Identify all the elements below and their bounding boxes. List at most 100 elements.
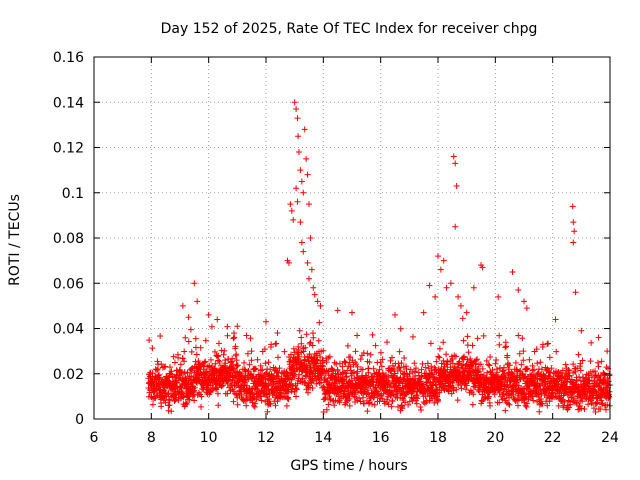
data-point (455, 293, 462, 300)
data-point (324, 377, 331, 384)
data-point (233, 357, 240, 364)
data-point (514, 402, 521, 409)
data-point (264, 408, 271, 415)
data-point (302, 344, 309, 351)
data-point (587, 395, 594, 402)
data-point (452, 160, 459, 167)
data-point (336, 360, 343, 367)
data-point (285, 375, 292, 382)
data-point (503, 343, 510, 350)
data-point (346, 402, 353, 409)
data-point (151, 388, 158, 395)
data-point (257, 367, 264, 374)
data-point (304, 389, 311, 396)
data-point (468, 361, 475, 368)
data-point (405, 401, 412, 408)
data-point (197, 344, 204, 351)
data-point (420, 309, 427, 316)
data-point (363, 374, 370, 381)
data-point (548, 365, 555, 372)
data-point (447, 383, 454, 390)
x-tick-label: 22 (544, 430, 562, 446)
data-point (459, 315, 466, 322)
data-point (290, 372, 297, 379)
data-point (230, 398, 237, 405)
data-point (294, 115, 301, 122)
data-point (287, 201, 294, 208)
data-point (443, 284, 450, 291)
data-point (241, 382, 248, 389)
data-point (347, 363, 354, 370)
data-point (220, 351, 227, 358)
y-tick-label: 0.08 (53, 231, 84, 247)
data-point (252, 400, 259, 407)
data-point (298, 340, 305, 347)
data-point (502, 344, 509, 351)
data-point (446, 382, 453, 389)
data-point (354, 332, 361, 339)
data-point (331, 402, 338, 409)
data-point (274, 398, 281, 405)
data-point (538, 390, 545, 397)
data-point (588, 339, 595, 346)
data-point (171, 359, 178, 366)
data-point (577, 367, 584, 374)
data-point (567, 401, 574, 408)
data-point (157, 332, 164, 339)
data-point (479, 365, 486, 372)
data-point (288, 207, 295, 214)
data-point (357, 356, 364, 363)
data-point (419, 360, 426, 367)
data-point (444, 358, 451, 365)
axis-tick-labels: 6 8 10 12 14 16 18 20 22 24 0 0.02 0.04 0.06 0.08 0.1 0.… (53, 50, 619, 446)
data-point (524, 400, 531, 407)
data-point (406, 370, 413, 377)
data-point (431, 399, 438, 406)
data-point (267, 400, 274, 407)
data-point (285, 396, 292, 403)
data-point (231, 334, 238, 341)
data-point (234, 401, 241, 408)
data-point (192, 335, 199, 342)
data-point (447, 364, 454, 371)
data-point (243, 332, 250, 339)
data-point (304, 364, 311, 371)
data-point (460, 337, 467, 344)
data-point (563, 384, 570, 391)
data-point (586, 377, 593, 384)
data-point (529, 367, 536, 374)
data-point (221, 347, 228, 354)
data-point (211, 348, 218, 355)
data-point (516, 350, 523, 357)
data-point (389, 398, 396, 405)
data-point (562, 361, 569, 368)
data-point (593, 400, 600, 407)
data-point (505, 366, 512, 373)
data-point (344, 342, 351, 349)
data-point (283, 402, 290, 409)
data-point (336, 399, 343, 406)
data-point (295, 149, 302, 156)
data-point (440, 257, 447, 264)
data-point (594, 399, 601, 406)
data-point (274, 368, 281, 375)
data-point (224, 332, 231, 339)
data-point (229, 361, 236, 368)
data-point (385, 373, 392, 380)
data-point (257, 392, 264, 399)
data-point (294, 198, 301, 205)
data-point (352, 348, 359, 355)
data-point (290, 345, 297, 352)
data-point (521, 298, 527, 305)
y-tick-label: 0.14 (53, 95, 84, 111)
data-point (368, 401, 375, 408)
data-point (262, 360, 269, 367)
data-point (606, 388, 613, 395)
data-point (248, 357, 255, 364)
data-point (436, 345, 443, 352)
data-point (447, 280, 454, 287)
data-point (208, 323, 215, 330)
data-point (500, 390, 507, 397)
data-point (298, 239, 305, 246)
data-point (298, 178, 305, 185)
